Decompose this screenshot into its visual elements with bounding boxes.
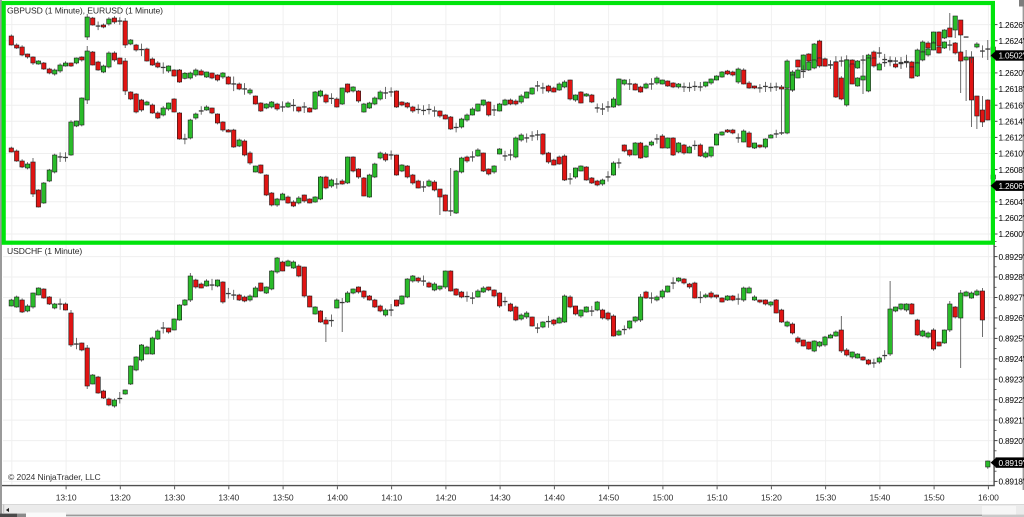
- svg-text:15:00: 15:00: [653, 493, 674, 503]
- svg-text:0.8922'0: 0.8922'0: [999, 395, 1024, 405]
- svg-text:13:20: 13:20: [110, 493, 131, 503]
- svg-text:1.2614'0: 1.2614'0: [999, 117, 1024, 127]
- svg-text:1.2602'0: 1.2602'0: [999, 213, 1024, 223]
- svg-text:16:00: 16:00: [978, 493, 999, 503]
- svg-text:14:50: 14:50: [598, 493, 619, 503]
- svg-text:0.8923'0: 0.8923'0: [999, 374, 1024, 384]
- svg-text:1.2608'0: 1.2608'0: [999, 165, 1024, 175]
- svg-text:14:30: 14:30: [490, 493, 511, 503]
- svg-text:15:20: 15:20: [761, 493, 782, 503]
- svg-text:13:40: 13:40: [218, 493, 239, 503]
- svg-text:1.2620'0: 1.2620'0: [999, 68, 1024, 78]
- svg-text:15:40: 15:40: [870, 493, 891, 503]
- svg-text:13:50: 13:50: [273, 493, 294, 503]
- svg-text:13:10: 13:10: [56, 493, 77, 503]
- svg-text:0.8926'0: 0.8926'0: [999, 313, 1024, 323]
- svg-text:USDCHF (1 Minute): USDCHF (1 Minute): [7, 246, 82, 256]
- svg-text:0.8924'0: 0.8924'0: [999, 354, 1024, 364]
- svg-text:© 2024 NinjaTrader, LLC: © 2024 NinjaTrader, LLC: [8, 472, 101, 482]
- svg-text:1.2604'0: 1.2604'0: [999, 197, 1024, 207]
- svg-text:0.8921'0: 0.8921'0: [999, 415, 1024, 425]
- svg-text:1.2612'0: 1.2612'0: [999, 133, 1024, 143]
- svg-text:1.2626'0: 1.2626'0: [999, 20, 1024, 30]
- svg-text:13:30: 13:30: [164, 493, 185, 503]
- svg-text:1.2600'0: 1.2600'0: [999, 229, 1024, 239]
- svg-text:1.0502'0: 1.0502'0: [999, 51, 1024, 61]
- svg-text:15:30: 15:30: [815, 493, 836, 503]
- svg-text:15:10: 15:10: [707, 493, 728, 503]
- svg-text:14:00: 14:00: [327, 493, 348, 503]
- svg-text:15:50: 15:50: [924, 493, 945, 503]
- svg-text:14:40: 14:40: [544, 493, 565, 503]
- svg-text:14:20: 14:20: [436, 493, 457, 503]
- svg-text:1.2624'0: 1.2624'0: [999, 36, 1024, 46]
- svg-text:0.8928'0: 0.8928'0: [999, 272, 1024, 282]
- svg-text:0.8927'0: 0.8927'0: [999, 293, 1024, 303]
- svg-text:GBPUSD (1 Minute), EURUSD (1 M: GBPUSD (1 Minute), EURUSD (1 Minute): [7, 6, 163, 16]
- svg-text:0.8929'0: 0.8929'0: [999, 252, 1024, 262]
- svg-text:1.2618'0: 1.2618'0: [999, 84, 1024, 94]
- svg-text:1.2616'0: 1.2616'0: [999, 100, 1024, 110]
- svg-text:1.2610'0: 1.2610'0: [999, 149, 1024, 159]
- svg-text:1.2606'0: 1.2606'0: [999, 181, 1024, 191]
- svg-text:0.8920'0: 0.8920'0: [999, 436, 1024, 446]
- svg-text:0.8918'0: 0.8918'0: [999, 477, 1024, 487]
- svg-text:0.8919'0: 0.8919'0: [999, 458, 1024, 468]
- svg-text:14:10: 14:10: [381, 493, 402, 503]
- svg-text:0.8925'0: 0.8925'0: [999, 334, 1024, 344]
